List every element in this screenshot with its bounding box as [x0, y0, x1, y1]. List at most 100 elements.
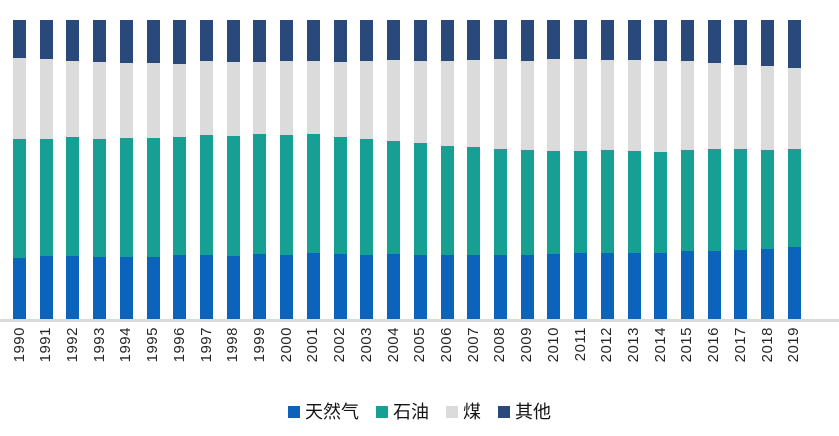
x-tick-2018: 2018: [759, 327, 776, 391]
bar-segment-1: [707, 250, 721, 319]
bar-segment-4: [413, 20, 427, 62]
bar-segment-2: [600, 150, 614, 253]
x-tick-label: 2015: [678, 327, 696, 363]
bar-segment-4: [333, 20, 347, 62]
bar-segment-2: [467, 147, 481, 255]
bar-segment-1: [93, 256, 107, 319]
bar-segment-4: [493, 20, 507, 60]
bar-segment-1: [627, 252, 641, 319]
x-tick-1998: 1998: [224, 327, 242, 391]
x-tick-label: 2006: [438, 327, 455, 363]
bar-segment-3: [413, 61, 427, 144]
bar-segment-4: [787, 20, 801, 68]
bar-segment-2: [734, 148, 748, 250]
bar-segment-4: [13, 20, 26, 59]
legend-swatch-icon: [498, 406, 510, 418]
bar-segment-3: [574, 58, 588, 152]
x-tick-2002: 2002: [331, 327, 348, 391]
bar-segment-4: [761, 20, 775, 66]
bar-segment-1: [467, 254, 481, 319]
x-tick-label: 2010: [544, 327, 562, 363]
x-tick-label: 2019: [785, 327, 803, 363]
bar-segment-1: [280, 254, 294, 319]
legend-label: 煤: [463, 402, 481, 422]
stacked-bar-2011: [574, 20, 588, 319]
bar-segment-1: [574, 252, 588, 319]
x-tick-label: 2005: [411, 327, 429, 363]
bar-segment-3: [387, 60, 401, 142]
bar-segment-2: [761, 150, 775, 249]
bar-segment-4: [119, 20, 133, 63]
x-tick-1994: 1994: [117, 327, 134, 391]
x-tick-label: 2017: [731, 327, 749, 363]
bar-segment-3: [707, 63, 721, 150]
x-tick-2014: 2014: [651, 327, 669, 391]
stacked-bar-2012: [600, 20, 614, 319]
bar-segment-4: [146, 20, 160, 64]
x-tick-label: 2012: [598, 327, 616, 363]
bar-segment-2: [520, 150, 534, 256]
bar-segment-3: [547, 58, 561, 152]
stacked-bar-1998: [226, 20, 240, 320]
x-tick-label: 1993: [90, 327, 108, 363]
x-tick-label: 2008: [491, 327, 509, 363]
stacked-bar-2000: [280, 20, 294, 319]
x-tick-label: 1997: [197, 327, 215, 363]
bar-segment-3: [119, 62, 133, 138]
bar-segment-4: [547, 20, 561, 59]
bar-segment-2: [547, 151, 561, 254]
x-tick-label: 2003: [357, 327, 375, 363]
stacked-bar-2015: [680, 20, 694, 320]
bar-segment-3: [226, 62, 240, 137]
legend-swatch-icon: [288, 406, 300, 418]
stacked-bar-2014: [654, 20, 668, 319]
bar-segment-1: [173, 254, 187, 319]
bar-segment-3: [173, 63, 187, 138]
bar-segment-3: [66, 60, 80, 138]
bar-segment-4: [520, 20, 534, 62]
bar-segment-3: [680, 60, 694, 151]
x-tick-2004: 2004: [385, 327, 402, 391]
bar-segment-3: [493, 59, 507, 150]
bar-segment-1: [253, 254, 267, 320]
bar-segment-1: [654, 253, 668, 319]
bar-segment-4: [600, 20, 614, 60]
stacked-bar-2018: [761, 20, 775, 319]
bar-segment-3: [13, 58, 26, 139]
bar-segment-1: [600, 252, 614, 319]
bar-segment-3: [467, 60, 481, 148]
bar-segment-3: [761, 65, 775, 151]
x-tick-2019: 2019: [785, 327, 803, 391]
bar-segment-4: [200, 20, 214, 61]
stacked-bar-2007: [467, 20, 481, 319]
bar-segment-3: [253, 62, 267, 135]
x-tick-label: 1995: [144, 327, 162, 363]
x-tick-1991: 1991: [37, 327, 54, 391]
x-tick-2009: 2009: [518, 327, 535, 391]
x-tick-1992: 1992: [64, 327, 81, 391]
x-tick-2001: 2001: [304, 327, 321, 391]
stacked-bar-2005: [413, 20, 427, 319]
bar-segment-2: [200, 135, 214, 256]
x-tick-2015: 2015: [678, 327, 696, 391]
x-tick-label: 2014: [651, 327, 669, 363]
bar-segment-4: [654, 20, 668, 61]
stacked-bar-1996: [173, 20, 187, 319]
bar-segment-1: [734, 249, 748, 319]
x-tick-label: 1990: [10, 327, 28, 363]
stacked-bar-1993: [93, 20, 107, 319]
bar-segment-1: [333, 254, 347, 319]
x-tick-2008: 2008: [491, 327, 509, 391]
bar-segment-1: [547, 253, 561, 320]
x-tick-label: 1998: [224, 327, 242, 363]
bar-segment-4: [467, 20, 481, 61]
bar-segment-2: [306, 133, 320, 254]
bar-segment-2: [387, 141, 401, 255]
bar-segment-4: [387, 20, 401, 61]
bar-segment-2: [280, 134, 294, 255]
x-tick-label: 2000: [277, 327, 295, 363]
x-tick-2006: 2006: [438, 327, 455, 391]
x-tick-1990: 1990: [10, 327, 28, 391]
bar-segment-2: [654, 151, 668, 254]
